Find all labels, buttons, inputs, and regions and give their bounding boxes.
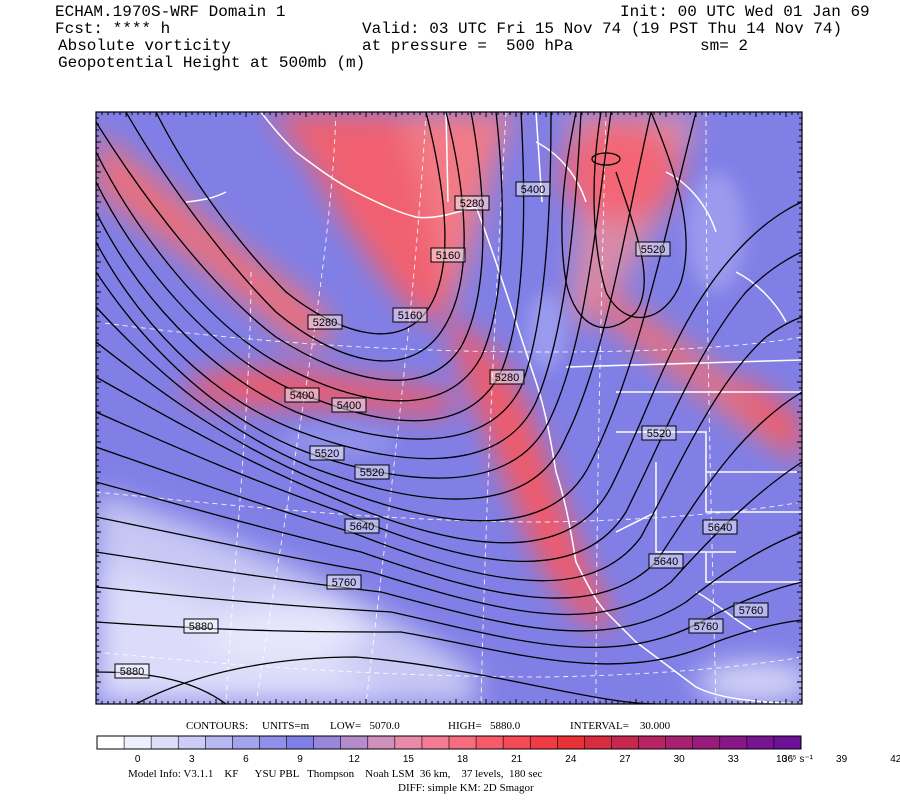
contour-label: 5520: [641, 425, 677, 441]
colorbar-swatch: [313, 736, 342, 749]
colorbar-swatch: [340, 736, 369, 749]
contour-label: 5520: [309, 445, 345, 461]
contour-label: 5280: [454, 195, 490, 211]
colorbar-tick-label: 18: [457, 754, 469, 765]
contour-label: 5760: [326, 574, 362, 590]
colorbar-swatch: [449, 736, 477, 749]
contour-label: 5160: [430, 247, 466, 263]
colorbar-swatch: [746, 736, 775, 749]
vorticity-height-map: 5280 5400 5160 5520 5280 5160 5280 5400 5400 5520…: [96, 112, 802, 704]
contour-label-text: 5880: [120, 666, 144, 678]
colorbar-swatch: [692, 736, 721, 749]
contour-label-text: 5880: [189, 621, 213, 633]
contour-label-text: 5400: [337, 400, 361, 412]
contour-label: 5160: [392, 307, 428, 323]
contour-label-text: 5520: [641, 244, 665, 256]
colorbar-swatch: [367, 736, 396, 749]
contour-label: 5640: [702, 519, 738, 535]
colorbar-swatch: [719, 736, 748, 749]
colorbar-swatch: [232, 736, 260, 749]
contour-label: 5880: [114, 663, 150, 679]
colorbar-swatch: [151, 736, 179, 749]
contour-label-text: 5760: [332, 577, 356, 589]
colorbar-tick-label: 3: [189, 754, 195, 765]
model-info: Model Info: V3.1.1 KF YSU PBL Thompson N…: [128, 768, 543, 780]
colorbar-tick-label: 39: [836, 754, 848, 765]
contour-label: 5400: [515, 181, 551, 197]
colorbar-tick-label: 21: [511, 754, 523, 765]
pressure-level: at pressure = 500 hPa: [362, 37, 574, 55]
contour-label-text: 5640: [350, 521, 374, 533]
colorbar-swatch: [124, 736, 152, 749]
smoothing: sm= 2: [700, 37, 749, 55]
colorbar-swatch: [584, 736, 612, 749]
contour-label-text: 5760: [694, 621, 718, 633]
colorbar-tick-label: 36: [782, 754, 794, 765]
colorbar-tick-label: 15: [403, 754, 415, 765]
contours-interval: INTERVAL= 30.000: [570, 720, 671, 732]
colorbar-swatch: [665, 736, 694, 749]
colorbar-swatch: [476, 736, 504, 749]
colorbar-swatch: [503, 736, 531, 749]
colorbar: 036912151821242730333639424548 10⁻⁵ s⁻¹: [96, 735, 900, 765]
contours-low: LOW= 5070.0: [330, 720, 400, 732]
field-geopotential: Geopotential Height at 500mb (m): [58, 54, 366, 72]
contour-label: 5280: [489, 369, 525, 385]
colorbar-tick-label: 27: [619, 754, 631, 765]
field-vorticity: Absolute vorticity: [58, 37, 231, 55]
contour-label: 5640: [344, 518, 380, 534]
contour-label-text: 5520: [315, 448, 339, 460]
colorbar-tick-label: 12: [349, 754, 361, 765]
colorbar-units: 10⁻⁵ s⁻¹: [776, 754, 814, 765]
contour-label-text: 5280: [495, 372, 519, 384]
colorbar-swatch: [97, 736, 125, 749]
contour-label-text: 5400: [521, 184, 545, 196]
colorbar-tick-label: 24: [565, 754, 577, 765]
model-title: ECHAM.1970S-WRF Domain 1: [55, 3, 286, 21]
contour-label-text: 5640: [654, 556, 678, 568]
colorbar-swatch: [773, 736, 802, 749]
colorbar-tick-label: 33: [728, 754, 740, 765]
forecast-hour: Fcst: **** h: [55, 20, 171, 38]
colorbar-tick-label: 9: [297, 754, 303, 765]
valid-time: Valid: 03 UTC Fri 15 Nov 74 (19 PST Thu …: [362, 20, 843, 38]
colorbar-tick-label: 6: [243, 754, 249, 765]
colorbar-swatch: [259, 736, 288, 749]
contour-label-text: 5160: [398, 310, 422, 322]
contour-label-text: 5400: [290, 390, 314, 402]
colorbar-swatch: [205, 736, 233, 749]
contour-label: 5400: [331, 397, 367, 413]
init-time: Init: 00 UTC Wed 01 Jan 69: [620, 3, 870, 21]
contour-label: 5280: [307, 314, 343, 330]
contour-label: 5520: [354, 464, 390, 480]
contour-label-text: 5520: [360, 467, 384, 479]
colorbar-tick-label: 42: [890, 754, 900, 765]
colorbar-swatch: [638, 736, 667, 749]
contour-label-text: 5760: [739, 605, 763, 617]
contours-title: CONTOURS:: [186, 720, 249, 732]
contour-label: 5880: [183, 618, 219, 634]
contour-label-text: 5280: [313, 317, 337, 329]
contours-units: UNITS=m: [262, 720, 310, 732]
contour-label: 5760: [733, 602, 769, 618]
colorbar-swatch: [286, 736, 315, 749]
colorbar-tick-label: 0: [135, 754, 141, 765]
contour-label-text: 5640: [708, 522, 732, 534]
diff-info: DIFF: simple KM: 2D Smagor: [398, 782, 534, 794]
contour-label: 5760: [688, 618, 724, 634]
colorbar-swatch: [394, 736, 423, 749]
colorbar-tick-label: 30: [674, 754, 686, 765]
colorbar-swatch: [178, 736, 206, 749]
contour-label: 5400: [284, 387, 320, 403]
contours-high: HIGH= 5880.0: [448, 720, 521, 732]
colorbar-swatch: [611, 736, 640, 749]
colorbar-swatch: [557, 736, 585, 749]
contour-label-text: 5520: [647, 428, 671, 440]
colorbar-swatch: [530, 736, 558, 749]
contour-label-text: 5280: [460, 198, 484, 210]
contour-label: 5640: [648, 553, 684, 569]
contour-label: 5520: [635, 241, 671, 257]
colorbar-swatch: [421, 736, 450, 749]
contour-label-text: 5160: [436, 250, 460, 262]
